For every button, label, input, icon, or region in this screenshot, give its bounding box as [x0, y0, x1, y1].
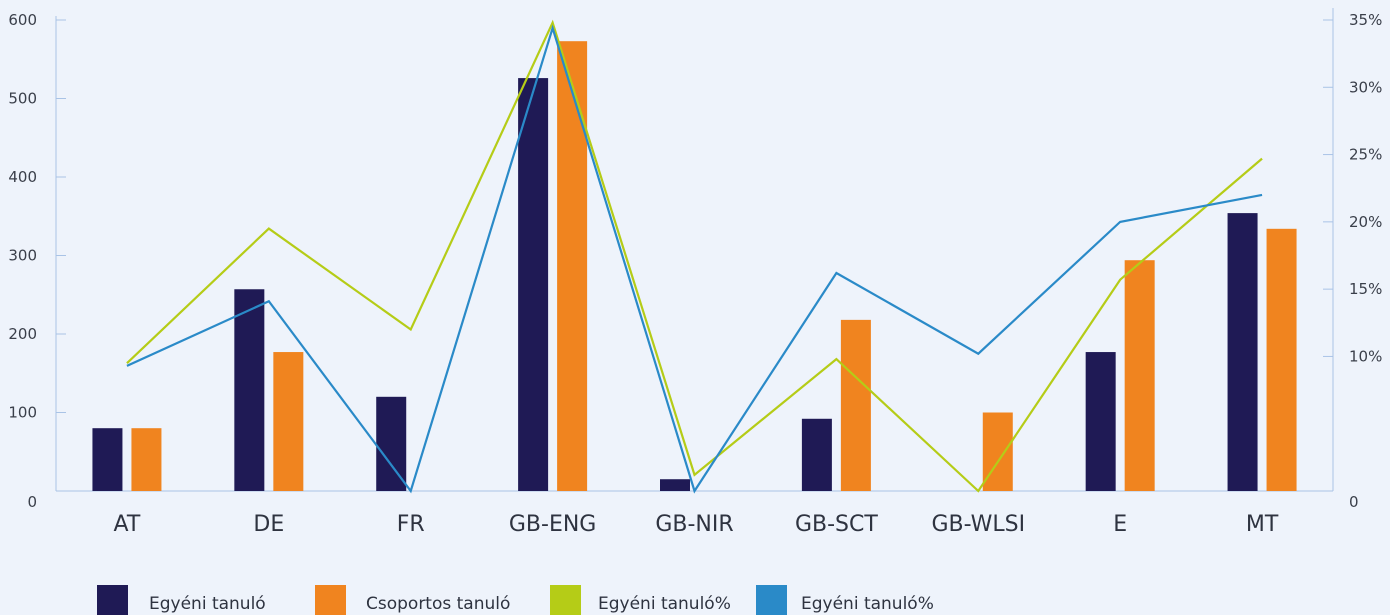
- bar-egyeni: [1085, 352, 1116, 491]
- bar-csoportos: [273, 352, 304, 491]
- x-category-label: GB-WLSI: [931, 512, 1025, 537]
- x-category-label: FR: [397, 512, 425, 537]
- x-category-label: MT: [1246, 512, 1279, 537]
- legend-swatch: [97, 585, 128, 615]
- legend-swatch: [756, 585, 787, 615]
- bar-egyeni: [660, 479, 690, 491]
- x-category-label: GB-SCT: [795, 512, 878, 537]
- legend: Egyéni tanuló Csoportos tanuló Egyéni tanu…: [97, 585, 934, 615]
- bar-csoportos: [1124, 260, 1155, 491]
- bars-layer: [92, 41, 1297, 492]
- legend-swatch: [550, 585, 581, 615]
- x-category-label: AT: [114, 512, 141, 537]
- line-series-1: [126, 19, 1263, 493]
- legend-label: Csoportos tanuló: [366, 594, 510, 614]
- x-category-label: DE: [253, 512, 284, 537]
- x-category-label: GB-ENG: [509, 512, 596, 537]
- line-series-2: [126, 24, 1263, 494]
- y-left-tick-label: 0: [27, 493, 37, 511]
- legend-swatch: [315, 585, 346, 615]
- y-right-tick-label: 0: [1349, 493, 1359, 511]
- y-right-tick-label: 25%: [1349, 146, 1382, 164]
- x-category-label: GB-NIR: [655, 512, 733, 537]
- y-right-tick-label: 35%: [1349, 11, 1382, 29]
- y-left-tick-label: 300: [8, 247, 37, 265]
- lines-layer: [126, 19, 1263, 494]
- bar-csoportos: [840, 319, 871, 491]
- x-category-label: E: [1113, 512, 1127, 537]
- bar-csoportos: [131, 428, 162, 491]
- bar-csoportos: [1266, 228, 1297, 491]
- bar-egyeni: [92, 428, 123, 491]
- y-right-tick-label: 30%: [1349, 78, 1382, 96]
- y-right-tick-label: 15%: [1349, 280, 1382, 298]
- bar-csoportos: [557, 41, 588, 491]
- legend-label: Egyéni tanuló: [149, 594, 266, 614]
- y-right-tick-label: 10%: [1349, 347, 1382, 365]
- legend-label: Egyéni tanuló%: [801, 594, 934, 614]
- bar-egyeni: [376, 396, 407, 491]
- bar-egyeni: [1227, 213, 1258, 492]
- tick-labels-layer: 0 100 200 300 400 500 600 0 10% 15% 20% 25% 30% 35% AT…: [8, 11, 1382, 537]
- bar-egyeni: [518, 78, 549, 491]
- y-left-tick-label: 400: [8, 168, 37, 186]
- y-left-tick-label: 200: [8, 325, 37, 343]
- y-right-tick-label: 20%: [1349, 213, 1382, 231]
- y-left-tick-label: 600: [8, 11, 37, 29]
- bar-egyeni: [234, 289, 265, 491]
- legend-label: Egyéni tanuló%: [598, 594, 731, 614]
- bar-egyeni: [801, 418, 832, 491]
- y-left-tick-label: 500: [8, 90, 37, 108]
- y-left-tick-label: 100: [8, 404, 37, 422]
